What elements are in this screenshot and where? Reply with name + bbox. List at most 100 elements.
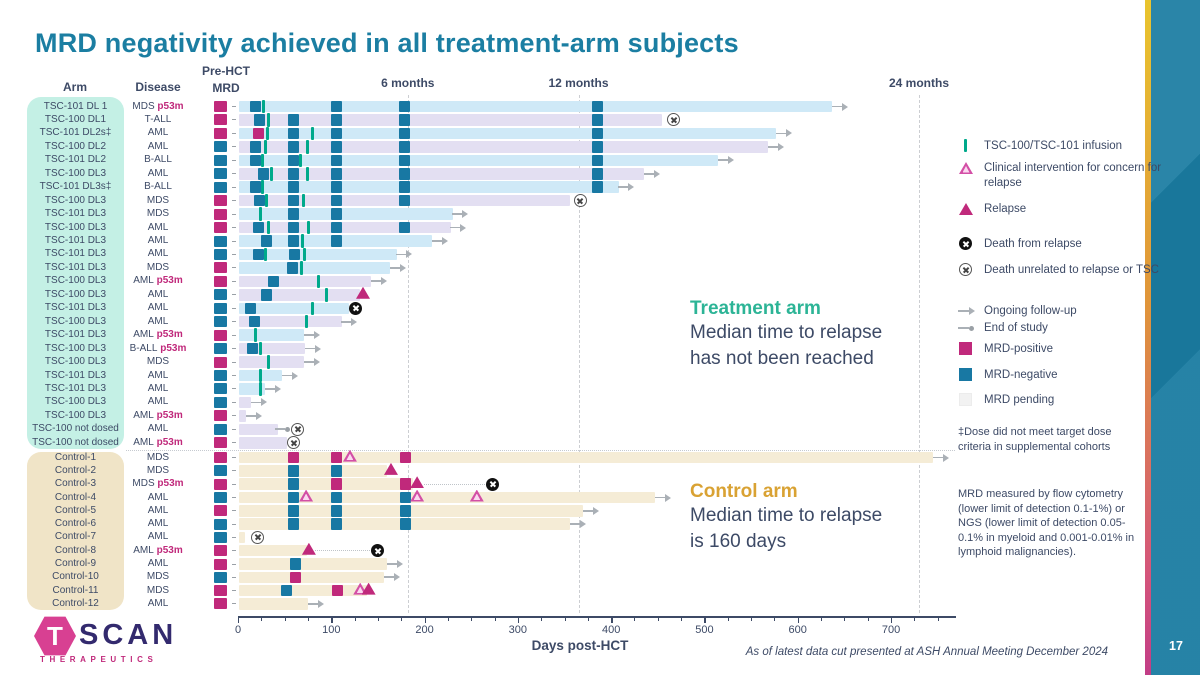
death-filled-icon bbox=[958, 237, 974, 251]
end-study-glyph bbox=[958, 327, 969, 329]
legend-label: MRD-negative bbox=[984, 369, 1058, 381]
x-axis-tick-label: 0 bbox=[234, 624, 242, 636]
row-arm-label: Control-10 bbox=[52, 571, 99, 583]
mrd-negative-marker bbox=[250, 154, 262, 167]
ongoing-arrow-head bbox=[396, 560, 403, 568]
pre-hct-mrd-marker bbox=[214, 262, 227, 274]
p53m-flag: p53m bbox=[157, 342, 187, 354]
tscan-logo: T SCAN bbox=[34, 615, 177, 657]
infusion-tick bbox=[299, 153, 302, 168]
legend-item-ongoing-arrow: Ongoing follow-up bbox=[958, 304, 1163, 319]
disease-value: T-ALL bbox=[144, 113, 172, 125]
row-arm-label: TSC-101 DL3 bbox=[44, 208, 107, 220]
control-arm-annotation-line2: is 160 days bbox=[690, 531, 787, 552]
death-unrelated-marker bbox=[251, 530, 265, 544]
swimmer-bar bbox=[239, 221, 451, 234]
x-axis-minor-tick bbox=[541, 616, 543, 621]
x-axis-minor-tick bbox=[914, 616, 916, 621]
disease-value: AML bbox=[147, 597, 169, 609]
mrd-negative-icon bbox=[958, 368, 974, 382]
swimmer-bar bbox=[239, 141, 768, 153]
swimmer-bar bbox=[239, 423, 279, 436]
legend-item-mrd-positive: MRD-positive bbox=[958, 342, 1163, 357]
pre-hct-mrd-marker bbox=[214, 208, 227, 220]
row-disease-label: AML bbox=[116, 289, 200, 300]
mrd-negative-marker bbox=[267, 275, 279, 288]
disease-value: MDS bbox=[146, 571, 170, 583]
arm-separator-line bbox=[126, 450, 955, 451]
swimmer-bar bbox=[239, 451, 933, 464]
row-axis-tick bbox=[232, 576, 236, 578]
relapse-death-connector bbox=[315, 550, 371, 552]
mrd-negative-marker bbox=[331, 181, 343, 193]
disease-value: AML bbox=[147, 167, 169, 179]
disease-value: MDS bbox=[146, 451, 170, 463]
row-axis-tick bbox=[232, 483, 236, 485]
row-disease-label: AML bbox=[116, 397, 200, 407]
mrd-negative-marker bbox=[591, 141, 603, 153]
pre-hct-mrd-marker bbox=[214, 423, 227, 435]
row-axis-tick bbox=[232, 375, 236, 376]
p53m-flag: p53m bbox=[153, 436, 183, 448]
intervention-marker-fill bbox=[413, 493, 421, 500]
row-disease-label: AML bbox=[116, 236, 200, 246]
ongoing-arrow bbox=[767, 145, 778, 148]
row-disease-label: B-ALL bbox=[116, 155, 200, 165]
control-arm-pill bbox=[27, 452, 124, 610]
row-arm-label: Control-8 bbox=[54, 544, 97, 556]
swimmer-bar bbox=[239, 491, 655, 504]
mrd-positive-marker bbox=[253, 127, 265, 140]
swimmer-bar bbox=[239, 302, 349, 314]
row-arm-label: TSC-100 DL1 bbox=[44, 113, 107, 125]
row-disease-label: AML bbox=[116, 424, 200, 434]
mrd-negative-marker bbox=[399, 114, 411, 126]
row-disease-label: MDS bbox=[116, 195, 200, 206]
infusion-tick bbox=[266, 126, 270, 141]
ongoing-arrow-head bbox=[317, 599, 324, 608]
mrd-negative-marker bbox=[288, 221, 300, 234]
death-unrelated-marker bbox=[573, 194, 587, 208]
row-axis-tick bbox=[232, 510, 236, 512]
p53m-flag: p53m bbox=[153, 544, 183, 556]
treatment-arm-pill bbox=[27, 97, 124, 449]
x-axis-minor-tick bbox=[401, 616, 403, 621]
ongoing-arrow bbox=[643, 172, 654, 175]
ongoing-arrow-glyph bbox=[969, 307, 975, 315]
month-label: 6 months bbox=[381, 76, 435, 90]
infusion-tick bbox=[258, 382, 262, 396]
treatment-arm-annotation-line1: Median time to relapse bbox=[690, 322, 883, 343]
mrd-negative-marker bbox=[288, 154, 300, 167]
disease-value: B-ALL bbox=[129, 342, 158, 354]
ongoing-arrow bbox=[281, 374, 292, 377]
mrd-positive-marker bbox=[400, 478, 412, 490]
x-axis-minor-tick bbox=[774, 616, 776, 621]
mrd-negative-marker bbox=[331, 505, 343, 517]
row-arm-label: TSC-101 DL3 bbox=[44, 248, 107, 260]
mrd-negative-marker bbox=[249, 315, 261, 328]
treatment-arm-annotation-line2: has not been reached bbox=[690, 348, 874, 369]
disease-value: MDS bbox=[132, 478, 155, 490]
row-arm-label: Control-3 bbox=[54, 478, 97, 490]
pre-hct-mrd-marker bbox=[214, 437, 227, 449]
disease-value: AML bbox=[147, 315, 169, 327]
swimmer-bar bbox=[239, 437, 288, 449]
ongoing-arrow bbox=[450, 226, 461, 229]
swimmer-bar bbox=[239, 571, 385, 584]
footer-citation: As of latest data cut presented at ASH A… bbox=[745, 646, 1108, 658]
row-arm-label: TSC-100 DL3 bbox=[44, 315, 107, 327]
page-number: 17 bbox=[1169, 639, 1183, 653]
tscan-logo-subtext: THERAPEUTICS bbox=[40, 655, 158, 664]
open-triangle-icon bbox=[958, 161, 974, 175]
mrd-negative-marker bbox=[288, 235, 300, 247]
infusion-tick-icon bbox=[958, 139, 974, 153]
x-axis-minor-tick bbox=[564, 616, 566, 621]
mrd-negative-marker bbox=[591, 127, 603, 140]
infusion-tick bbox=[306, 140, 310, 154]
pre-hct-mrd-marker bbox=[214, 558, 227, 570]
mrd-pending-icon bbox=[958, 393, 974, 407]
row-axis-tick bbox=[232, 523, 236, 525]
disease-value: AML bbox=[133, 329, 154, 341]
swimmer-bar bbox=[239, 181, 619, 193]
ongoing-arrow-glyph bbox=[958, 310, 969, 312]
mrd-negative-marker bbox=[591, 181, 603, 193]
